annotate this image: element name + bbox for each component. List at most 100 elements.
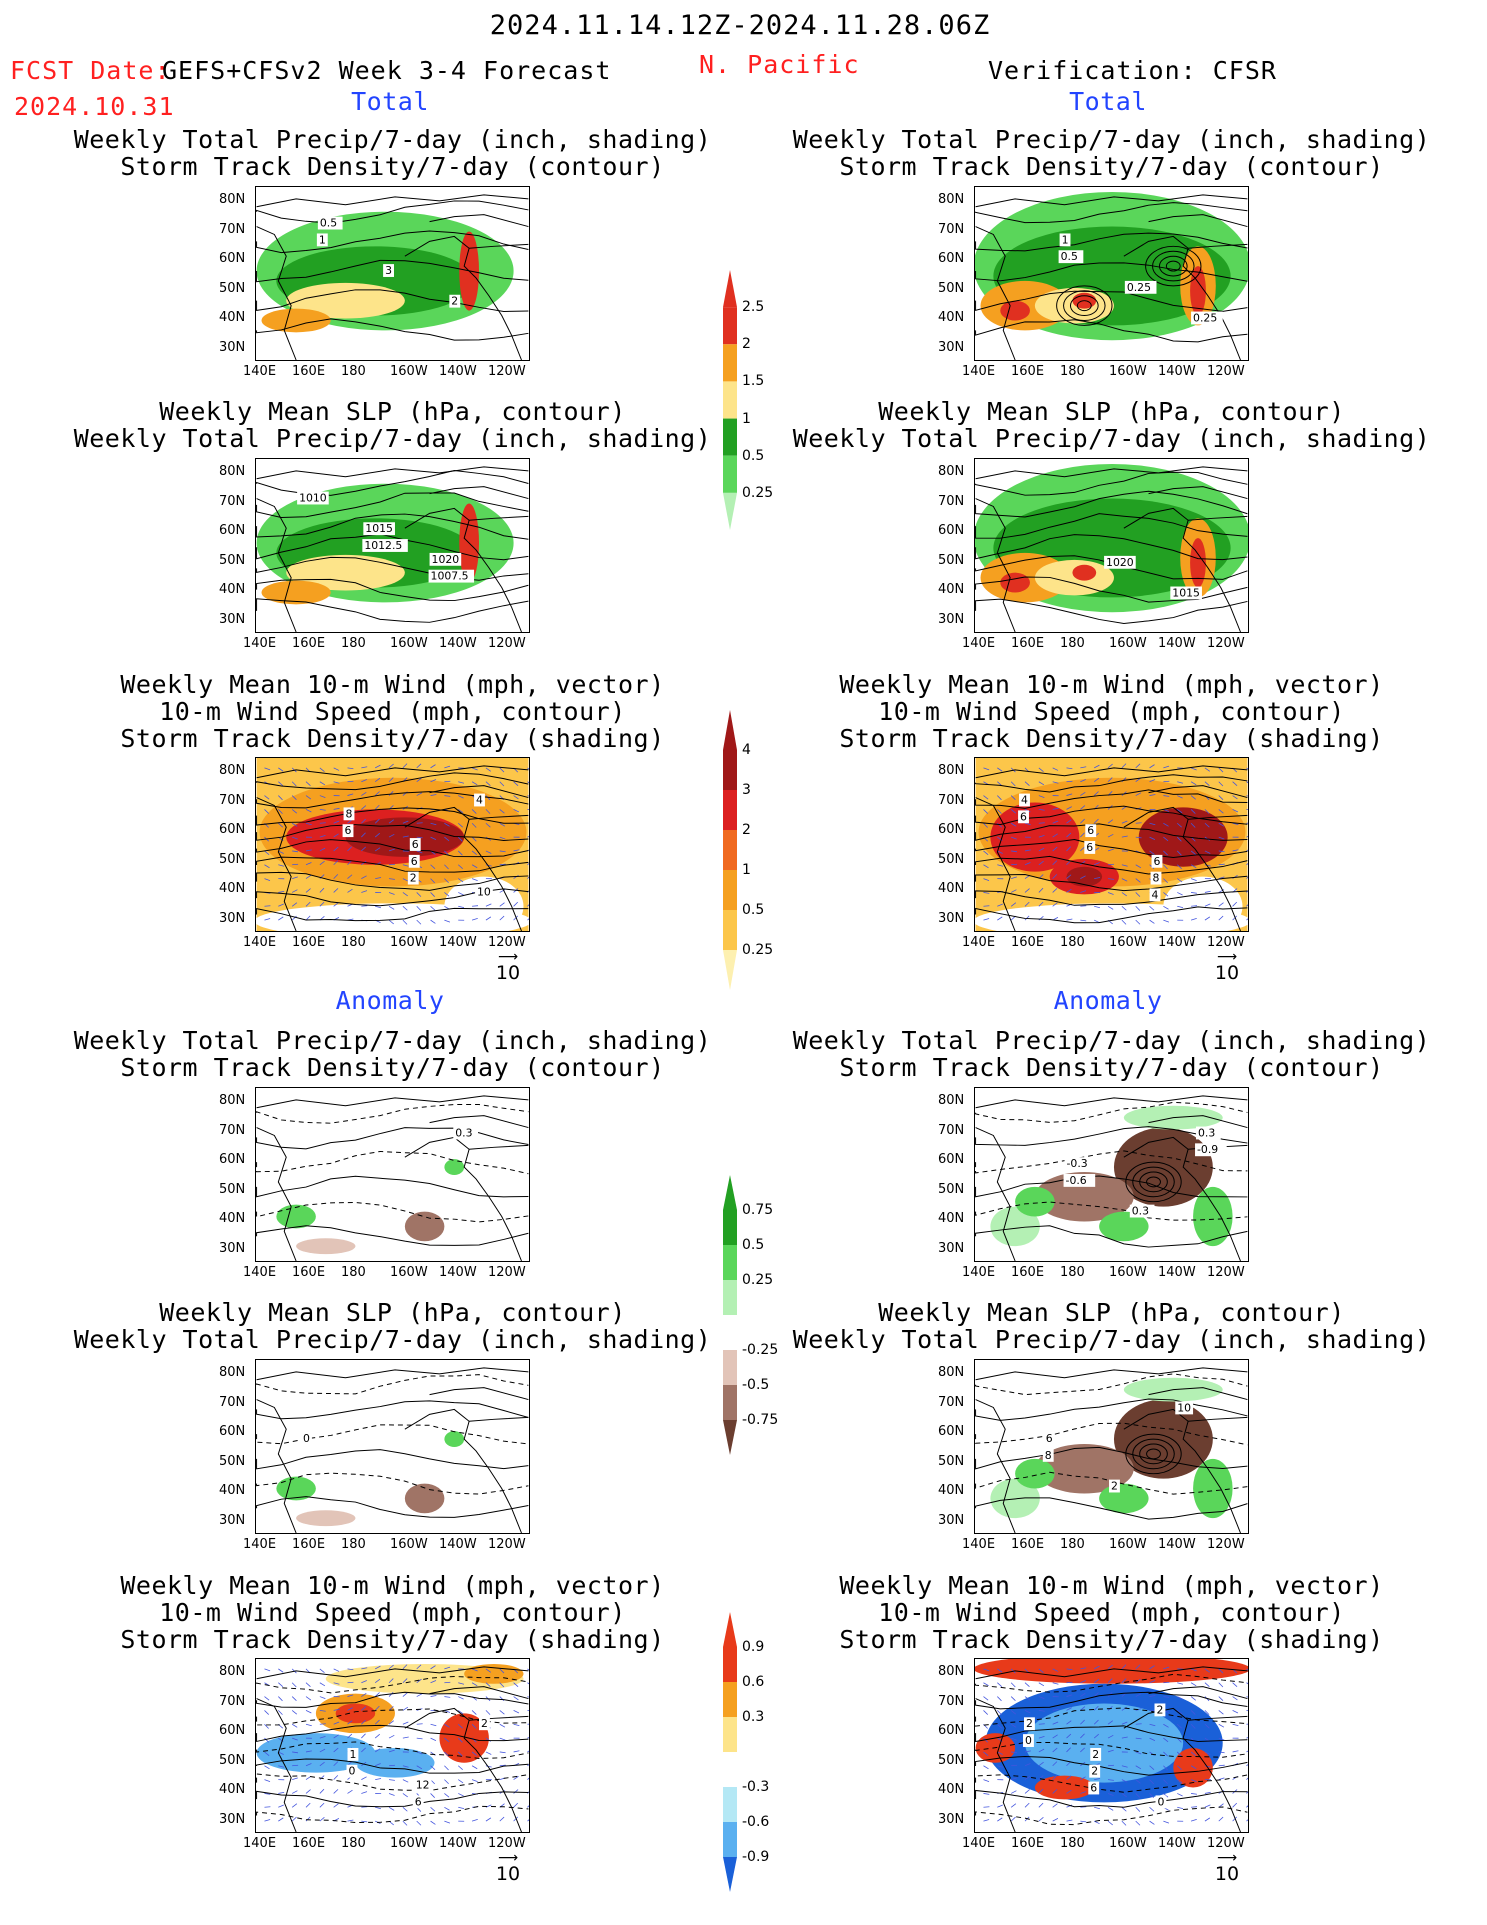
lat-tick-label: 80N — [938, 1093, 965, 1108]
lat-tick-label: 30N — [219, 339, 246, 355]
lon-tick-label: 160E — [1011, 636, 1045, 651]
map-canvas: 0 6 2 1 12 — [256, 1659, 529, 1832]
lat-tick-label: 50N — [219, 1453, 246, 1469]
lon-tick-label: 120W — [488, 1265, 526, 1280]
lon-tick-label: 140E — [962, 1836, 996, 1851]
map-panel-p3: 1012.5 1007.5 1010 1015 1020 — [255, 458, 530, 633]
colorbar-label: 0.25 — [742, 1272, 774, 1288]
colorbar-label: -0.5 — [742, 1377, 770, 1393]
lat-tick-label: 40N — [219, 1211, 246, 1226]
lat-tick-label: 70N — [219, 1394, 246, 1410]
colorbar-label: 2.5 — [742, 299, 765, 316]
colorbar-label: 0.25 — [742, 484, 774, 501]
panel-title-line: Storm Track Density/7-day (contour) — [120, 152, 665, 181]
lon-tick-label: 180 — [341, 636, 366, 651]
contour-label: 4 — [476, 793, 483, 806]
lat-tick-label: 60N — [219, 1723, 246, 1738]
lat-tick-label: 30N — [938, 1512, 965, 1528]
map-canvas: 6 2 0 2 0 2 2 — [975, 1659, 1248, 1832]
lat-tick-label: 50N — [219, 552, 246, 568]
lon-tick-label: 160W — [1109, 1265, 1147, 1280]
vector-arrow-icon: ⟶ — [1216, 1850, 1238, 1866]
contour-label: 6 — [1020, 810, 1027, 823]
panel-title-line: 10-m Wind Speed (mph, contour) — [159, 1598, 626, 1627]
lon-tick-label: 180 — [1060, 364, 1085, 379]
vector-reference: ⟶ 10 — [488, 1851, 528, 1885]
map-panel-p9: 0 — [255, 1359, 530, 1534]
panel-title-line: Weekly Total Precip/7-day (inch, shading… — [73, 424, 712, 453]
contour-label: 0 — [1025, 1734, 1032, 1747]
contour-label: 1015 — [1172, 586, 1200, 599]
lat-tick-label: 40N — [219, 881, 246, 896]
contour-label: 1020 — [432, 553, 460, 566]
contour-label: 0.5 — [320, 217, 337, 230]
map-canvas: 8 2 10 6 — [975, 1360, 1248, 1533]
lat-tick-label: 30N — [219, 1811, 246, 1827]
lat-tick-label: 80N — [938, 763, 965, 778]
contour-label: 12 — [416, 1779, 430, 1792]
map-canvas: 1020 1015 — [975, 459, 1248, 632]
lon-tick-label: 120W — [488, 636, 526, 651]
contour-label: 0.25 — [1193, 311, 1217, 324]
panel-title-line: Weekly Mean SLP (hPa, contour) — [159, 397, 626, 426]
map-canvas: 0.5 0.25 0.25 1 — [975, 187, 1248, 360]
fcst-date-value: 2024.10.31 — [14, 92, 175, 121]
lat-tick-label: 30N — [938, 339, 965, 355]
lat-tick-label: 80N — [219, 464, 246, 479]
region-label: N. Pacific — [699, 50, 860, 79]
lat-tick-label: 60N — [219, 251, 246, 266]
colorbar-label: 1 — [742, 410, 751, 427]
lon-tick-label: 160W — [1109, 1836, 1147, 1851]
lon-tick-label: 140E — [243, 1265, 277, 1280]
contour-label: 10 — [1177, 1401, 1191, 1414]
lat-tick-label: 40N — [938, 881, 965, 896]
map-canvas: 1 3 2 0.5 — [256, 187, 529, 360]
lon-tick-label: 120W — [488, 1836, 526, 1851]
lon-tick-label: 160W — [1109, 364, 1147, 379]
colorbar-label: 0.9 — [742, 1639, 765, 1655]
lat-tick-label: 40N — [219, 1782, 246, 1797]
colorbar-storm_anom — [723, 1612, 737, 1892]
model-name: GEFS+CFSv2 Week 3-4 Forecast — [162, 56, 612, 85]
lon-tick-label: 160E — [292, 636, 326, 651]
colorbar-label: 0.5 — [742, 902, 765, 918]
panel-title-line: Storm Track Density/7-day (contour) — [839, 1053, 1384, 1082]
lat-tick-label: 60N — [938, 1424, 965, 1439]
colorbar-label: 3 — [742, 782, 751, 798]
panel-title-line: Storm Track Density/7-day (shading) — [839, 724, 1384, 753]
lon-tick-label: 140E — [243, 636, 277, 651]
lon-tick-label: 180 — [1060, 1265, 1085, 1280]
lat-tick-label: 60N — [938, 1723, 965, 1738]
panel-title-line: 10-m Wind Speed (mph, contour) — [878, 697, 1345, 726]
lat-tick-label: 50N — [938, 1181, 965, 1197]
panel-title-line: Weekly Total Precip/7-day (inch, shading… — [792, 125, 1431, 154]
contour-label: 0 — [1157, 1795, 1164, 1808]
section-anomaly-left: Anomaly — [335, 986, 445, 1015]
lat-tick-label: 50N — [219, 1181, 246, 1197]
lat-tick-label: 70N — [219, 1693, 246, 1709]
contour-label: 2 — [410, 872, 417, 885]
colorbar-label: 1 — [742, 862, 751, 878]
lon-tick-label: 120W — [1207, 935, 1245, 950]
colorbar-label: -0.6 — [742, 1814, 770, 1830]
panel-title-line: Weekly Mean SLP (hPa, contour) — [878, 1298, 1345, 1327]
panel-title-line: Storm Track Density/7-day (contour) — [839, 152, 1384, 181]
colorbar-label: 1.5 — [742, 373, 765, 390]
contour-label: 6 — [1086, 841, 1093, 854]
lat-tick-label: 50N — [938, 552, 965, 568]
lon-tick-label: 160W — [1109, 1537, 1147, 1552]
lat-tick-label: 50N — [938, 280, 965, 296]
lon-tick-label: 140E — [243, 364, 277, 379]
lat-tick-label: 70N — [219, 792, 246, 808]
section-total-left: Total — [351, 87, 429, 116]
lat-tick-label: 50N — [219, 280, 246, 296]
lon-tick-label: 120W — [1207, 636, 1245, 651]
lat-tick-label: 70N — [219, 493, 246, 509]
lon-tick-label: 120W — [1207, 1836, 1245, 1851]
lon-tick-label: 120W — [488, 364, 526, 379]
map-canvas: 0 — [256, 1360, 529, 1533]
lon-tick-label: 160W — [390, 1537, 428, 1552]
colorbar-label: 4 — [742, 742, 751, 758]
colorbar-label: 0.5 — [742, 447, 765, 464]
section-anomaly-right: Anomaly — [1053, 986, 1163, 1015]
